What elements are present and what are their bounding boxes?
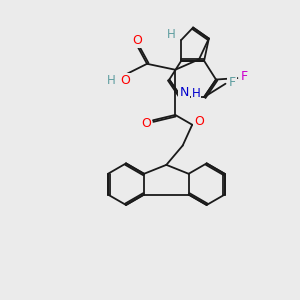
Text: O: O [133,34,142,47]
Text: O: O [194,115,204,128]
Text: F: F [240,70,247,83]
Text: N: N [179,85,189,98]
Text: H: H [192,87,200,100]
Text: O: O [142,117,152,130]
Text: O: O [120,74,130,87]
Text: H: H [167,28,176,40]
Text: H: H [107,74,116,87]
Text: F: F [229,76,236,89]
